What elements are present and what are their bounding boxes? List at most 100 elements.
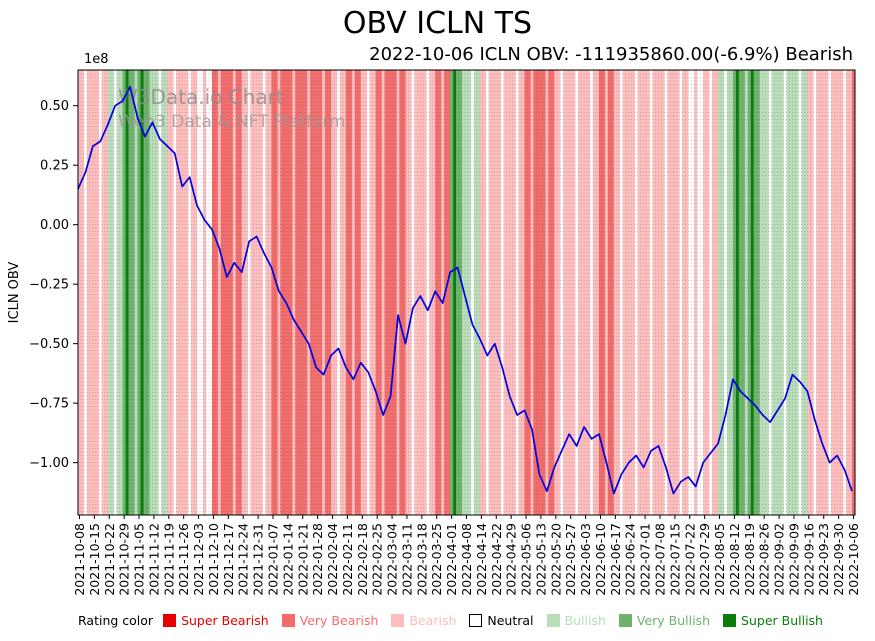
rating-band	[667, 70, 671, 515]
obv-line-chart: W3Data.io Chart Web3 Data & NFT Platform 0…	[7, 52, 861, 596]
rating-band	[521, 70, 525, 515]
x-tick-label: 2022-08-12	[727, 523, 742, 596]
rating-band	[271, 70, 275, 515]
x-tick-label: 2021-10-22	[102, 523, 117, 596]
x-tick-label: 2022-06-17	[608, 523, 623, 596]
rating-band	[637, 70, 641, 515]
rating-band	[456, 70, 460, 515]
rating-band	[465, 70, 469, 515]
rating-band	[735, 70, 739, 515]
rating-band	[646, 70, 650, 515]
x-tick-label: 2022-05-06	[519, 523, 534, 596]
x-tick-label: 2022-01-07	[265, 523, 280, 596]
rating-band	[762, 70, 766, 515]
rating-band	[289, 70, 293, 515]
rating-band	[351, 70, 355, 515]
rating-band	[241, 70, 245, 515]
rating-band	[155, 70, 159, 515]
rating-band	[852, 70, 856, 515]
rating-band	[753, 70, 757, 515]
legend-swatch	[546, 614, 560, 627]
rating-band	[390, 70, 394, 515]
x-tick-label: 2022-05-27	[563, 523, 578, 596]
rating-band	[357, 70, 361, 515]
rating-band	[369, 70, 373, 515]
rating-band	[596, 70, 600, 515]
rating-band	[453, 70, 457, 515]
rating-band	[467, 70, 472, 515]
legend-swatch	[723, 614, 737, 627]
y-tick-label: −0.50	[29, 337, 69, 352]
rating-band	[539, 70, 543, 515]
x-tick-label: 2022-08-19	[742, 523, 757, 596]
x-tick-label: 2022-07-08	[653, 523, 668, 596]
x-tick-label: 2022-07-01	[638, 523, 653, 596]
rating-band	[512, 70, 516, 515]
x-tick-label: 2021-11-05	[132, 523, 147, 596]
rating-band	[625, 70, 629, 515]
x-tick-label: 2022-04-01	[444, 523, 459, 596]
x-tick-label: 2022-05-20	[548, 523, 563, 596]
rating-band	[676, 70, 680, 515]
rating-band	[256, 70, 260, 515]
rating-band	[259, 70, 263, 515]
rating-band	[399, 70, 403, 515]
rating-band	[292, 70, 296, 515]
rating-band	[128, 70, 132, 515]
rating-band	[557, 70, 561, 515]
x-tick-label: 2022-06-24	[623, 523, 638, 596]
legend-item-label: Bullish	[564, 613, 606, 628]
rating-band	[807, 70, 811, 515]
rating-band	[533, 70, 537, 515]
rating-band	[334, 70, 338, 515]
rating-band	[191, 70, 195, 515]
rating-band	[551, 70, 555, 515]
rating-band	[223, 70, 227, 515]
rating-band	[301, 70, 305, 515]
rating-band	[280, 70, 284, 515]
legend-item: Neutral	[469, 613, 534, 628]
rating-band	[482, 70, 486, 515]
legend-swatch	[391, 614, 405, 627]
rating-band	[524, 70, 528, 515]
rating-band	[438, 70, 442, 515]
rating-band	[384, 70, 388, 515]
rating-band	[509, 70, 513, 515]
rating-band	[363, 70, 367, 515]
watermark-line2: Web3 Data & NFT Platform	[118, 112, 346, 132]
rating-band	[545, 70, 549, 515]
x-tick-label: 2021-12-17	[221, 523, 236, 596]
x-tick-label: 2022-03-25	[429, 523, 444, 596]
rating-band	[527, 70, 531, 515]
chart-subtitle: 2022-10-06 ICLN OBV: -111935860.00(-6.9%…	[369, 44, 853, 65]
rating-band	[610, 70, 614, 515]
x-tick-label: 2022-06-03	[578, 523, 593, 596]
rating-band	[149, 70, 153, 515]
rating-band	[774, 70, 778, 515]
rating-band	[795, 70, 799, 515]
x-tick-label: 2022-03-18	[414, 523, 429, 596]
rating-band	[134, 70, 138, 515]
rating-band	[604, 70, 608, 515]
rating-band	[741, 70, 745, 515]
legend-item-label: Neutral	[487, 613, 534, 628]
rating-band	[140, 70, 144, 515]
rating-band	[631, 70, 635, 515]
rating-band	[694, 70, 698, 515]
y-tick-label: 0.50	[40, 99, 69, 114]
rating-band	[622, 70, 626, 515]
x-tick-label: 2021-11-19	[161, 523, 176, 596]
x-tick-label: 2022-10-06	[846, 523, 861, 596]
rating-band	[235, 70, 239, 515]
rating-band	[473, 70, 477, 515]
x-tick-label: 2022-09-30	[831, 523, 846, 596]
y-offset-label: 1e8	[84, 52, 109, 67]
legend-item-label: Bearish	[409, 613, 457, 628]
rating-band	[673, 70, 677, 515]
rating-band	[503, 70, 507, 515]
rating-band	[729, 70, 733, 515]
legend-item-label: Very Bullish	[636, 613, 711, 628]
rating-band	[331, 70, 335, 515]
x-tick-label: 2022-03-04	[385, 523, 400, 596]
rating-band	[441, 70, 445, 515]
